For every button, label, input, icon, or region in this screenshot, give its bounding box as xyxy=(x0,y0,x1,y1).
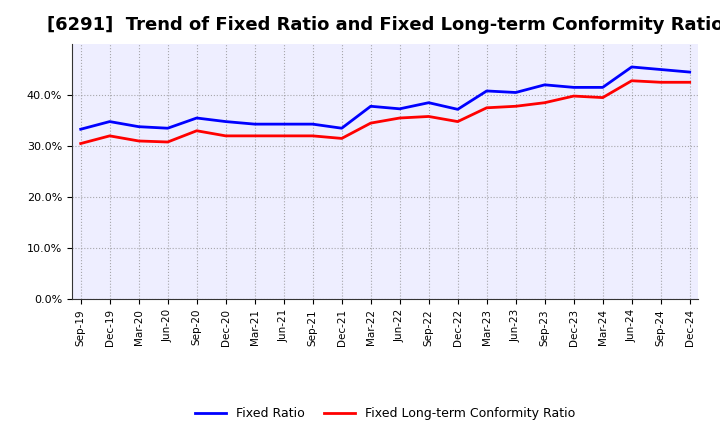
Fixed Long-term Conformity Ratio xyxy=(279,133,288,139)
Title: [6291]  Trend of Fixed Ratio and Fixed Long-term Conformity Ratio: [6291] Trend of Fixed Ratio and Fixed Lo… xyxy=(47,16,720,34)
Fixed Ratio xyxy=(279,121,288,127)
Fixed Ratio xyxy=(454,106,462,112)
Fixed Long-term Conformity Ratio xyxy=(598,95,607,100)
Fixed Long-term Conformity Ratio xyxy=(541,100,549,105)
Fixed Long-term Conformity Ratio xyxy=(454,119,462,124)
Fixed Ratio xyxy=(192,115,201,121)
Fixed Long-term Conformity Ratio xyxy=(570,93,578,99)
Fixed Ratio xyxy=(338,125,346,131)
Fixed Ratio xyxy=(395,106,404,111)
Fixed Long-term Conformity Ratio xyxy=(338,136,346,141)
Fixed Long-term Conformity Ratio xyxy=(395,115,404,121)
Fixed Long-term Conformity Ratio xyxy=(308,133,317,139)
Legend: Fixed Ratio, Fixed Long-term Conformity Ratio: Fixed Ratio, Fixed Long-term Conformity … xyxy=(190,403,580,425)
Fixed Long-term Conformity Ratio xyxy=(251,133,259,139)
Fixed Ratio xyxy=(424,100,433,105)
Fixed Ratio xyxy=(251,121,259,127)
Fixed Long-term Conformity Ratio xyxy=(105,133,114,139)
Fixed Ratio xyxy=(482,88,491,94)
Fixed Ratio xyxy=(308,121,317,127)
Fixed Ratio xyxy=(598,85,607,90)
Line: Fixed Ratio: Fixed Ratio xyxy=(81,67,690,129)
Fixed Ratio xyxy=(221,119,230,124)
Fixed Long-term Conformity Ratio xyxy=(192,128,201,133)
Fixed Ratio xyxy=(570,85,578,90)
Fixed Long-term Conformity Ratio xyxy=(163,139,172,145)
Fixed Long-term Conformity Ratio xyxy=(424,114,433,119)
Line: Fixed Long-term Conformity Ratio: Fixed Long-term Conformity Ratio xyxy=(81,81,690,143)
Fixed Long-term Conformity Ratio xyxy=(627,78,636,84)
Fixed Ratio xyxy=(541,82,549,88)
Fixed Ratio xyxy=(511,90,520,95)
Fixed Long-term Conformity Ratio xyxy=(657,80,665,85)
Fixed Long-term Conformity Ratio xyxy=(76,141,85,146)
Fixed Long-term Conformity Ratio xyxy=(685,80,694,85)
Fixed Long-term Conformity Ratio xyxy=(221,133,230,139)
Fixed Ratio xyxy=(163,125,172,131)
Fixed Ratio xyxy=(105,119,114,124)
Fixed Long-term Conformity Ratio xyxy=(511,104,520,109)
Fixed Ratio xyxy=(657,67,665,72)
Fixed Long-term Conformity Ratio xyxy=(482,105,491,110)
Fixed Long-term Conformity Ratio xyxy=(135,138,143,143)
Fixed Long-term Conformity Ratio xyxy=(366,121,375,126)
Fixed Ratio xyxy=(135,124,143,129)
Fixed Ratio xyxy=(627,64,636,70)
Fixed Ratio xyxy=(76,127,85,132)
Fixed Ratio xyxy=(685,70,694,75)
Fixed Ratio xyxy=(366,104,375,109)
